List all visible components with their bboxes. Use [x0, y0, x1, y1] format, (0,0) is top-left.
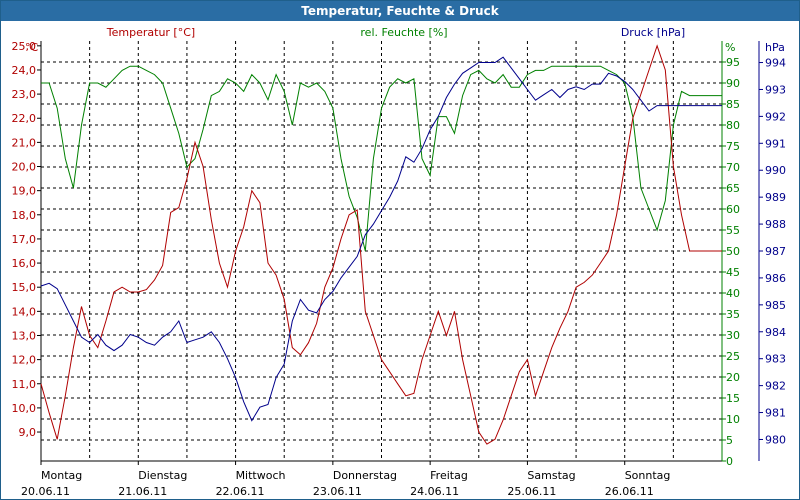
- pressure-tick-label: 990: [765, 164, 786, 177]
- humidity-tick-label: 75: [726, 140, 740, 153]
- humidity-tick-label: 20: [726, 371, 740, 384]
- temperature-tick-label: 21,0: [12, 136, 37, 149]
- x-day-label: Freitag: [430, 469, 468, 482]
- humidity-tick-label: 70: [726, 161, 740, 174]
- x-day-label: Sonntag: [625, 469, 671, 482]
- humidity-unit: %: [725, 41, 735, 54]
- pressure-tick-label: 981: [765, 407, 786, 420]
- humidity-tick-label: 40: [726, 287, 740, 300]
- temperature-tick-label: 25,0: [12, 40, 37, 53]
- humidity-tick-label: 65: [726, 182, 740, 195]
- humidity-tick-label: 90: [726, 77, 740, 90]
- humidity-axis-title: rel. Feuchte [%]: [360, 26, 447, 39]
- x-date-label: 21.06.11: [118, 485, 167, 498]
- x-date-label: 22.06.11: [216, 485, 265, 498]
- temperature-tick-label: 11,0: [12, 378, 37, 391]
- pressure-tick-label: 989: [765, 191, 786, 204]
- x-date-label: 25.06.11: [507, 485, 556, 498]
- temperature-series-line: [40, 44, 722, 445]
- pressure-tick-label: 982: [765, 380, 786, 393]
- pressure-tick-label: 988: [765, 218, 786, 231]
- temperature-tick-label: 12,0: [12, 354, 37, 367]
- humidity-tick-label: 55: [726, 224, 740, 237]
- x-day-label: Montag: [41, 469, 82, 482]
- humidity-tick-label: 45: [726, 266, 740, 279]
- humidity-tick-label: 85: [726, 98, 740, 111]
- pressure-tick-label: 983: [765, 353, 786, 366]
- humidity-tick-label: 25: [726, 350, 740, 363]
- pressure-tick-label: 993: [765, 83, 786, 96]
- humidity-tick-label: 95: [726, 56, 740, 69]
- axis-headers: °C Temperatur [°C] rel. Feuchte [%]% Druck …: [25, 26, 785, 54]
- humidity-tick-label: 35: [726, 308, 740, 321]
- pressure-series-line: [40, 56, 722, 422]
- pressure-tick-label: 987: [765, 245, 786, 258]
- temperature-tick-label: 10,0: [12, 402, 37, 415]
- pressure-tick-label: 994: [765, 57, 786, 70]
- plot-frame: [40, 41, 760, 462]
- temperature-tick-label: 22,0: [12, 112, 37, 125]
- x-axis: Montag 20.06.11 Dienstag 21.06.11 Mittwoch 22…: [21, 461, 670, 498]
- temperature-tick-label: 9,0: [19, 426, 37, 439]
- temperature-tick-label: 17,0: [12, 233, 37, 246]
- humidity-tick-label: 60: [726, 203, 740, 216]
- pressure-tick-label: 985: [765, 299, 786, 312]
- chart-svg: 25,0 24,0 23,0 22,0 21,0 20,0 19,0 18,0 17,0 16,0…: [12, 26, 787, 498]
- x-day-label: Dienstag: [138, 469, 187, 482]
- series-lines: [40, 44, 722, 445]
- x-date-label: 23.06.11: [313, 485, 362, 498]
- temperature-tick-label: 18,0: [12, 209, 37, 222]
- pressure-unit: hPa: [765, 41, 785, 54]
- pressure-axis-title: Druck [hPa]: [621, 26, 685, 39]
- humidity-tick-label: 15: [726, 392, 740, 405]
- temperature-tick-label: 15,0: [12, 281, 37, 294]
- humidity-tick-label: 50: [726, 245, 740, 258]
- humidity-tick-label: 80: [726, 119, 740, 132]
- pressure-tick-label: 986: [765, 272, 786, 285]
- grid: [41, 41, 722, 461]
- x-day-label: Samstag: [527, 469, 575, 482]
- pressure-tick-label: 984: [765, 326, 786, 339]
- temperature-tick-label: 19,0: [12, 185, 37, 198]
- x-date-label: 20.06.11: [21, 485, 70, 498]
- humidity-tick-label: 30: [726, 329, 740, 342]
- temperature-tick-label: 24,0: [12, 64, 37, 77]
- x-date-label: 24.06.11: [410, 485, 459, 498]
- pressure-tick-label: 991: [765, 137, 786, 150]
- temperature-tick-label: 16,0: [12, 257, 37, 270]
- temperature-tick-label: 14,0: [12, 305, 37, 318]
- temperature-tick-label: 23,0: [12, 88, 37, 101]
- humidity-series-line: [41, 65, 722, 252]
- chart-title: Temperatur, Feuchte & Druck: [1, 1, 799, 21]
- temperature-tick-label: 13,0: [12, 329, 37, 342]
- pressure-tick-label: 980: [765, 433, 786, 446]
- humidity-tick-label: 10: [726, 413, 740, 426]
- humidity-tick-label: 0: [726, 455, 733, 468]
- temperature-axis-title: Temperatur [°C]: [106, 26, 195, 39]
- pressure-axis: 994 993 992 991 990 989 988 987 986 985 984 983 982 9…: [759, 57, 786, 446]
- temperature-tick-label: 20,0: [12, 161, 37, 174]
- temperature-unit: °C: [25, 41, 39, 54]
- x-date-label: 26.06.11: [605, 485, 654, 498]
- x-day-label: Donnerstag: [333, 469, 397, 482]
- pressure-tick-label: 992: [765, 110, 786, 123]
- x-day-label: Mittwoch: [236, 469, 286, 482]
- humidity-tick-label: 5: [726, 434, 733, 447]
- temperature-axis: 25,0 24,0 23,0 22,0 21,0 20,0 19,0 18,0 17,0 16,0…: [12, 40, 41, 439]
